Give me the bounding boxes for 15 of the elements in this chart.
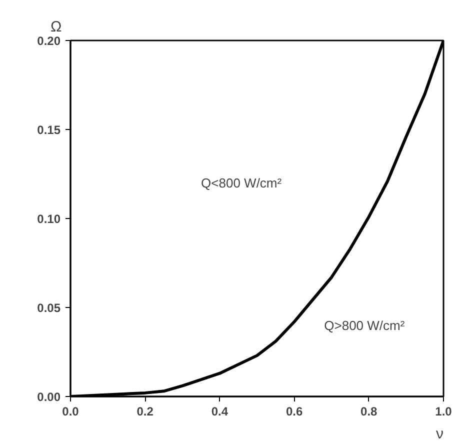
x-tick-label: 0.6 xyxy=(286,404,303,418)
y-tick-label: 0.10 xyxy=(37,212,61,226)
annotation: Q>800 W/cm² xyxy=(324,318,406,333)
annotation: Q<800 W/cm² xyxy=(201,175,282,190)
x-tick-label: 0.4 xyxy=(211,404,228,418)
x-tick-label: 0.2 xyxy=(136,404,154,418)
y-tick-label: 0.00 xyxy=(37,390,61,404)
x-tick-label: 1.0 xyxy=(435,404,452,418)
x-axis-title: ν xyxy=(436,426,444,442)
y-tick-label: 0.20 xyxy=(37,34,61,48)
x-tick-label: 0.8 xyxy=(360,404,378,418)
x-tick-label: 0.0 xyxy=(62,404,80,418)
y-axis-title: Ω xyxy=(50,18,62,36)
y-tick-label: 0.15 xyxy=(37,123,61,137)
y-tick-label: 0.05 xyxy=(37,301,61,315)
